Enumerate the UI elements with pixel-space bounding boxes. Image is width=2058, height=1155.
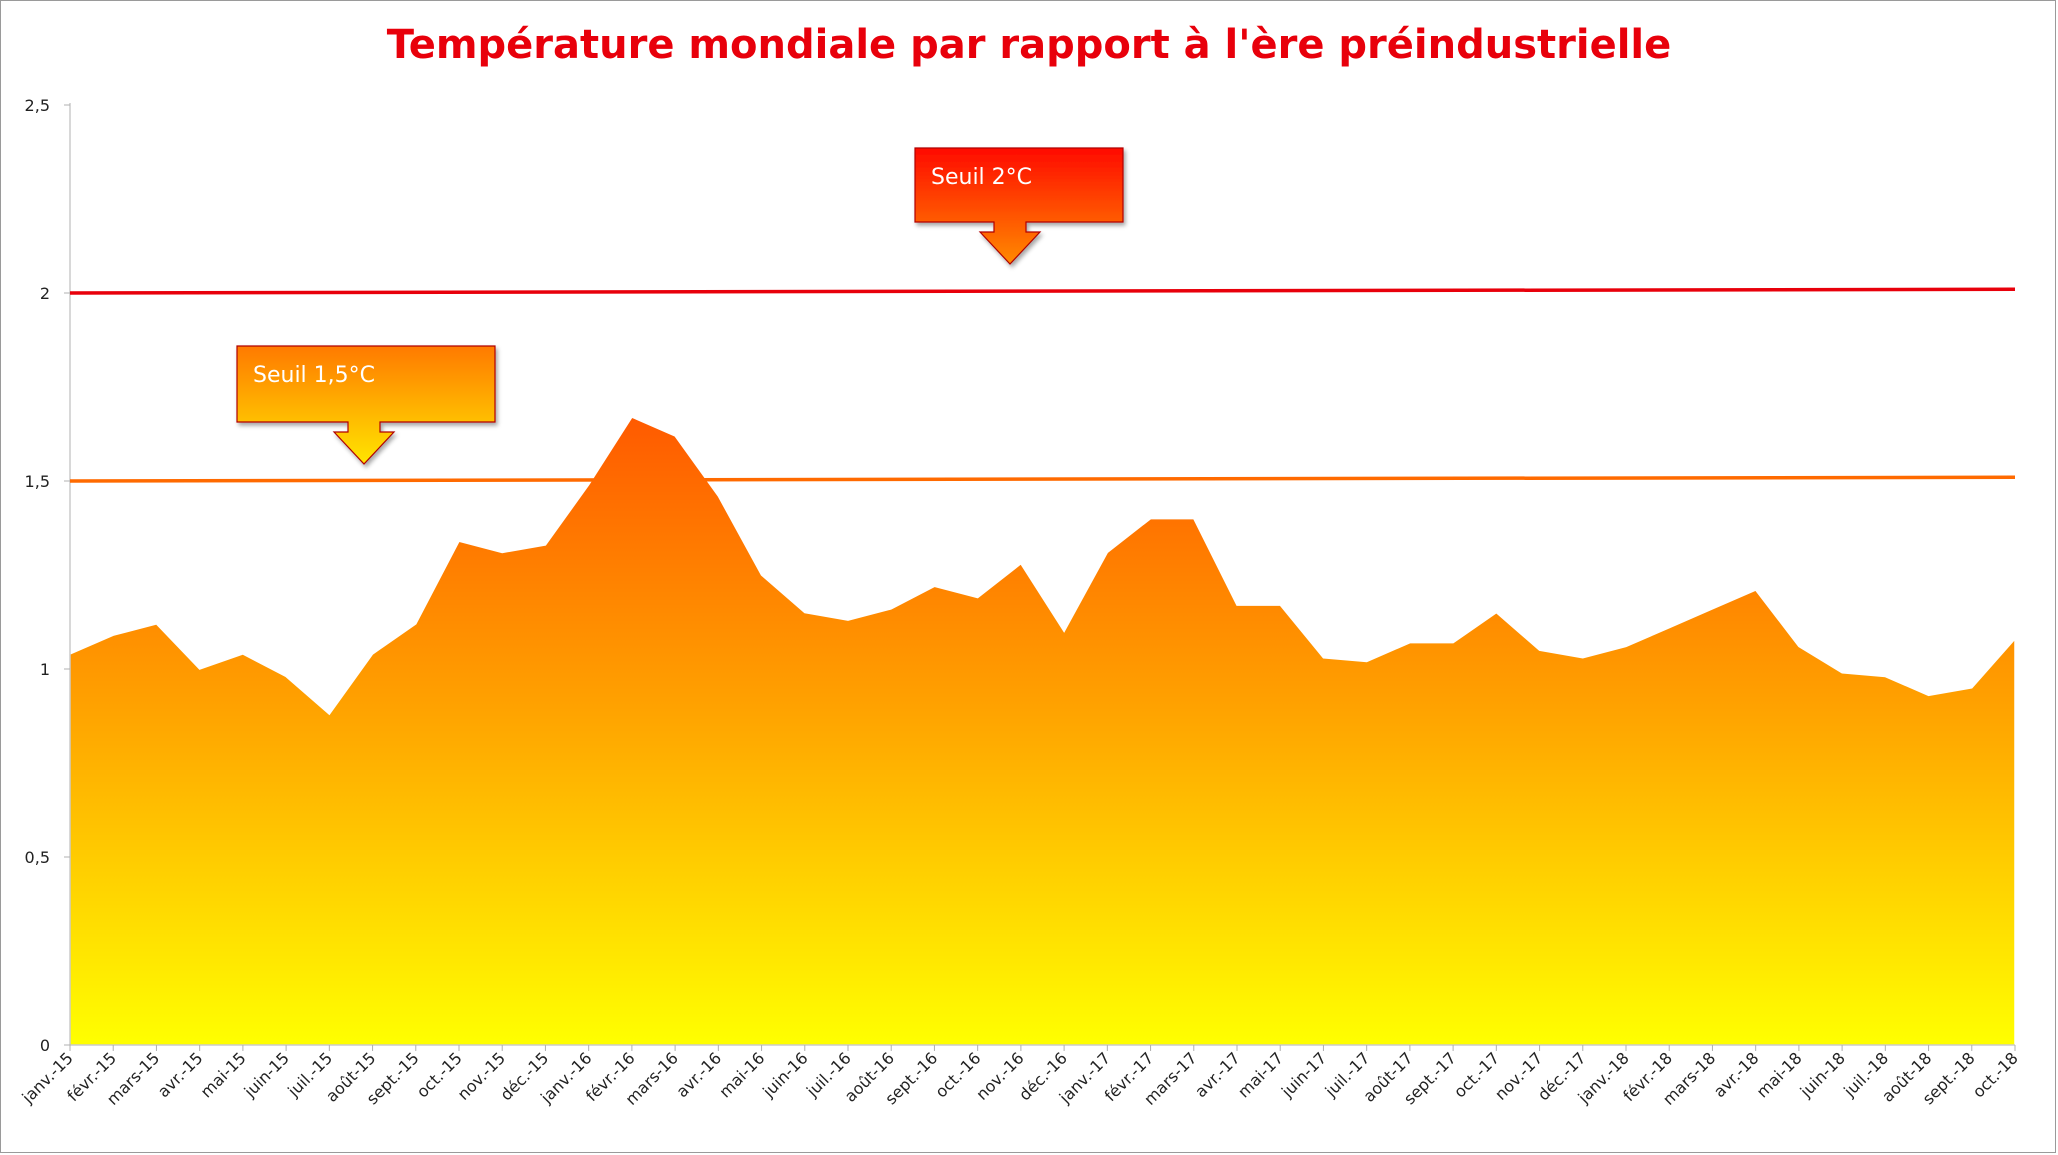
x-tick-label: mai-15: [197, 1048, 250, 1101]
x-tick-label: oct.-18: [1969, 1048, 2022, 1101]
data-point-janv.-18: [1625, 645, 1628, 648]
y-tick-label: 1,5: [25, 472, 50, 491]
x-tick-label: avr.-16: [672, 1048, 725, 1101]
x-tick-label: mai-18: [1753, 1048, 1806, 1101]
data-point-oct.-17: [1495, 611, 1498, 614]
data-point-févr.-15: [112, 634, 115, 637]
y-tick-label: 1: [40, 660, 50, 679]
data-point-oct.-16: [976, 596, 979, 599]
temperature-area: [69, 416, 2016, 1046]
data-point-mars-18: [1711, 607, 1714, 610]
y-tick-label: 0: [40, 1036, 50, 1055]
data-point-nov.-17: [1538, 649, 1541, 652]
data-point-août-17: [1408, 641, 1411, 644]
data-point-juil.-15: [328, 713, 331, 716]
data-point-janv.-16: [587, 483, 590, 486]
y-tick-label: 0,5: [25, 848, 50, 867]
data-point-juin-18: [1841, 671, 1844, 674]
data-point-oct.-15: [458, 540, 461, 543]
y-tick-label: 2,5: [25, 96, 50, 115]
data-point-mai-15: [241, 652, 244, 655]
data-point-sept.-16: [933, 585, 936, 588]
data-point-août-16: [890, 607, 893, 610]
callout-seuil-2-label: Seuil 2°C: [931, 165, 1032, 190]
y-tick-label: 2: [40, 284, 50, 303]
x-tick-label: juin-16: [758, 1048, 811, 1101]
callout-seuil-2: Seuil 2°C: [914, 147, 1124, 265]
data-point-nov.-16: [1019, 562, 1022, 565]
data-point-mai-16: [760, 574, 763, 577]
chart-title: Température mondiale par rapport à l'ère…: [386, 22, 1672, 68]
x-tick-label: juin-18: [1796, 1048, 1849, 1101]
callout-seuil-1-5-label: Seuil 1,5°C: [253, 363, 375, 388]
data-point-avr.-18: [1754, 589, 1757, 592]
x-tick-label: avr.-15: [154, 1048, 207, 1101]
data-point-déc.-17: [1581, 656, 1584, 659]
data-point-oct.-18: [2014, 637, 2017, 640]
x-tick-label: juin-15: [240, 1048, 293, 1101]
data-point-avr.-17: [1236, 604, 1239, 607]
data-point-déc.-15: [544, 543, 547, 546]
data-point-févr.-18: [1668, 626, 1671, 629]
data-point-août-18: [1927, 694, 1930, 697]
data-point-mars-16: [674, 434, 677, 437]
data-point-août-15: [371, 652, 374, 655]
threshold-1-5-line: [69, 475, 2016, 483]
data-point-janv.-17: [1106, 551, 1109, 554]
data-point-avr.-15: [198, 668, 201, 671]
callout-seuil-2-shape: [914, 147, 1124, 265]
data-point-mars-15: [155, 622, 158, 625]
data-point-avr.-16: [717, 495, 720, 498]
data-point-nov.-15: [501, 551, 504, 554]
data-point-févr.-16: [630, 416, 633, 419]
data-point-juil.-16: [847, 619, 850, 622]
data-point-mai-18: [1797, 645, 1800, 648]
data-point-juin-15: [285, 675, 288, 678]
x-tick-label: avr.-18: [1710, 1048, 1763, 1101]
data-point-sept.-18: [1970, 686, 1973, 689]
data-point-févr.-17: [1149, 517, 1152, 520]
data-point-sept.-17: [1452, 641, 1455, 644]
data-point-mai-17: [1279, 604, 1282, 607]
data-point-sept.-15: [414, 622, 417, 625]
x-tick-label: juin-17: [1277, 1048, 1330, 1101]
x-tick-label: janv.-15: [18, 1048, 77, 1107]
data-point-juil.-18: [1884, 675, 1887, 678]
threshold-2-line: [69, 287, 2016, 295]
x-tick-label: mai-17: [1234, 1048, 1287, 1101]
x-tick-label: avr.-17: [1191, 1048, 1244, 1101]
callout-seuil-1-5-shape: [236, 345, 496, 465]
data-point-juin-16: [803, 611, 806, 614]
callout-seuil-1-5: Seuil 1,5°C: [236, 345, 496, 465]
data-point-déc.-16: [1063, 630, 1066, 633]
data-point-juin-17: [1322, 656, 1325, 659]
data-point-mars-17: [1192, 517, 1195, 520]
x-tick-label: mai-16: [715, 1048, 768, 1101]
data-point-juil.-17: [1365, 660, 1368, 663]
